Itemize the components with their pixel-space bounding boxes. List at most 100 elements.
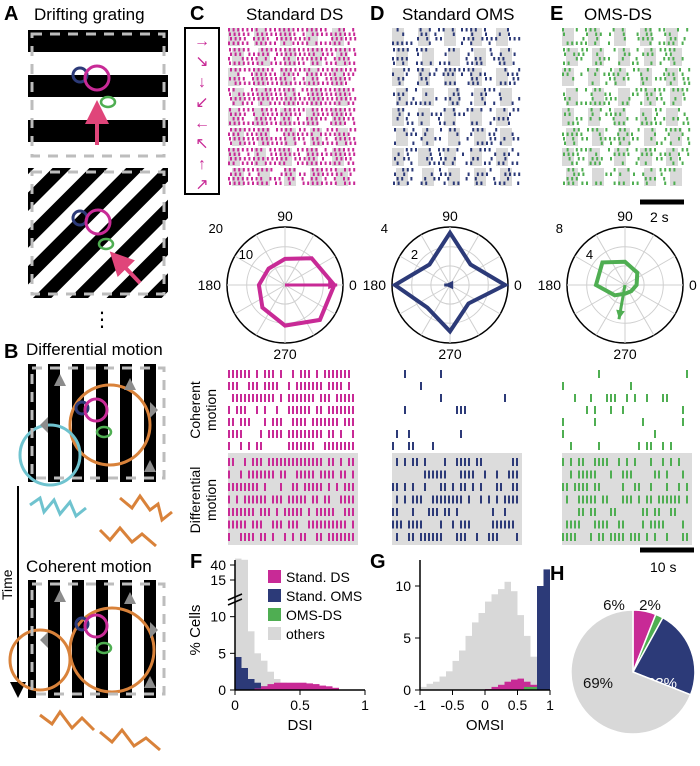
spike: [299, 37, 301, 41]
spike: [403, 128, 406, 132]
spike: [296, 406, 298, 414]
spike: [296, 483, 298, 491]
spike: [424, 470, 426, 479]
spike: [407, 157, 410, 161]
spike: [650, 121, 653, 125]
spike: [261, 61, 264, 65]
spike: [513, 37, 516, 41]
spike: [488, 161, 491, 165]
spike: [352, 458, 354, 466]
spike: [516, 483, 518, 491]
histogram-bar: [517, 615, 524, 690]
spike: [285, 68, 288, 72]
spike: [452, 520, 454, 529]
spike: [237, 117, 240, 121]
spike: [253, 37, 255, 41]
spike: [301, 57, 304, 61]
spike: [677, 88, 679, 92]
spike: [658, 88, 661, 92]
spike: [289, 97, 292, 101]
spike: [662, 458, 664, 466]
spike: [279, 61, 282, 65]
spike: [325, 108, 328, 112]
spike: [410, 148, 413, 152]
stim-block: [422, 88, 434, 106]
histogram-bar: [319, 685, 326, 690]
spike: [686, 28, 689, 32]
spike: [580, 101, 583, 105]
spike: [325, 77, 328, 81]
spike: [467, 172, 470, 176]
spike: [340, 430, 342, 438]
spike: [328, 394, 330, 402]
spike: [299, 157, 301, 161]
y-tick-label: 40: [210, 557, 226, 573]
panel-label-g: G: [370, 551, 386, 573]
spike: [333, 161, 336, 165]
spike: [324, 418, 326, 426]
panel-d-title: Standard OMS: [402, 5, 514, 24]
spike: [403, 172, 406, 176]
spike: [606, 495, 608, 504]
spike: [394, 172, 396, 176]
spike: [268, 382, 270, 390]
spike: [622, 470, 624, 479]
spike: [256, 77, 259, 81]
spike: [312, 128, 315, 132]
direction-rasters: [228, 28, 691, 186]
spike: [490, 37, 493, 41]
spike: [264, 88, 267, 92]
histogram-bar: [511, 591, 518, 690]
spike: [315, 28, 318, 32]
spike: [288, 168, 291, 172]
spike: [265, 168, 268, 172]
spike: [655, 77, 657, 81]
spike: [256, 181, 259, 185]
spike: [472, 128, 475, 132]
direction-arrow: →: [194, 33, 210, 50]
stim-block: [618, 48, 630, 66]
spike: [316, 77, 319, 81]
spike: [610, 97, 612, 101]
spike: [432, 508, 434, 516]
spike: [266, 81, 269, 85]
panel-label-d: D: [370, 3, 384, 25]
spike: [310, 177, 313, 181]
spike: [325, 32, 328, 36]
orange-trajectory: [119, 493, 173, 523]
stim-block: [614, 68, 626, 86]
spike: [650, 458, 652, 466]
spike: [330, 32, 333, 36]
spike: [344, 406, 346, 414]
spike: [306, 28, 309, 32]
spike: [513, 172, 516, 176]
histogram-bar: [235, 657, 242, 690]
spike: [322, 68, 324, 72]
spike: [677, 117, 679, 121]
stim-block: [418, 108, 430, 126]
spike: [315, 161, 318, 165]
spike: [261, 32, 264, 36]
spike: [248, 418, 250, 426]
spike: [594, 41, 597, 45]
spike: [605, 81, 608, 85]
spike: [602, 458, 604, 466]
spike: [405, 57, 408, 61]
spike: [665, 52, 668, 56]
spike: [656, 97, 658, 101]
spike: [260, 508, 262, 516]
spike: [352, 508, 354, 516]
spike: [304, 533, 306, 541]
spike: [353, 108, 356, 112]
spike: [260, 470, 262, 479]
spike: [344, 533, 346, 541]
spike: [303, 157, 306, 161]
differential-motion-stimulus: [18, 364, 168, 487]
spike: [518, 37, 521, 41]
spike: [497, 161, 500, 165]
spike: [308, 430, 310, 438]
spike: [322, 141, 324, 145]
spike: [285, 37, 288, 41]
spike: [493, 101, 496, 105]
spike: [306, 41, 309, 45]
